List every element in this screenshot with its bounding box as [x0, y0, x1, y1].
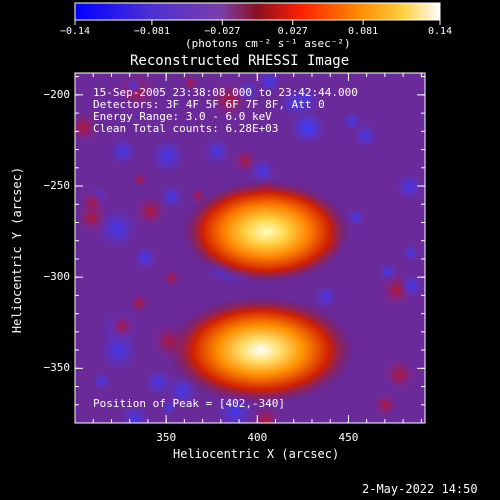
background-texture	[132, 245, 158, 271]
background-texture	[314, 284, 338, 309]
chart-title: Reconstructed RHESSI Image	[130, 53, 350, 69]
background-texture	[149, 137, 186, 175]
y-tick-label: −250	[43, 179, 71, 193]
plot-frame	[74, 72, 426, 424]
background-texture	[203, 137, 231, 165]
colorbar-tick-label: −0.081	[133, 26, 170, 37]
background-texture	[256, 73, 282, 94]
background-texture	[92, 372, 112, 391]
heatmap-image	[75, 73, 425, 423]
background-texture	[346, 208, 366, 227]
y-axis-label: Heliocentric Y (arcsec)	[10, 166, 24, 334]
colorbar-tick-label: 0.027	[277, 26, 308, 37]
background-texture	[398, 273, 425, 299]
background-texture	[402, 244, 420, 262]
x-axis-label: Heliocentric X (arcsec)	[173, 447, 340, 461]
background-texture	[352, 122, 379, 149]
background-texture	[108, 137, 137, 166]
background-texture	[132, 193, 168, 229]
y-tick-label: −350	[43, 361, 71, 375]
x-tick-label: 450	[338, 431, 359, 444]
background-texture	[279, 89, 308, 117]
background-texture	[105, 310, 139, 343]
background-texture	[250, 157, 276, 184]
background-texture	[372, 391, 399, 419]
background-texture	[159, 183, 185, 209]
energy-annotation: Energy Range: 3.0 - 6.0 keV	[93, 110, 272, 123]
colorbar-unit-label: (photons cm⁻² s⁻¹ asec⁻²)	[185, 37, 351, 50]
background-texture	[207, 77, 251, 122]
peak-annotation: Position of Peak = [402,-340]	[93, 397, 286, 410]
source-1	[181, 179, 352, 284]
background-texture	[75, 109, 102, 145]
background-texture	[120, 403, 149, 423]
x-tick-label: 350	[156, 431, 177, 444]
background-texture	[288, 109, 324, 145]
background-texture	[78, 187, 108, 217]
colorbar-tick-label: 0.081	[348, 26, 379, 37]
colorbar-tick-label: −0.027	[204, 26, 241, 37]
date-stamp: 2-May-2022 14:50	[362, 482, 478, 496]
background-texture	[181, 73, 200, 92]
background-texture	[380, 355, 418, 393]
axis-ticks	[75, 73, 425, 423]
detectors-annotation: Detectors: 3F 4F 5F 6F 7F 8F, Att 0	[93, 98, 325, 111]
background-texture	[131, 170, 149, 188]
y-tick-label: −300	[43, 270, 71, 284]
colorbar-tick-label: 0.14	[427, 26, 453, 37]
background-texture	[395, 172, 424, 201]
background-texture	[128, 291, 151, 315]
colorbar	[74, 2, 441, 21]
source-2	[165, 295, 356, 406]
time-range-annotation: 15-Sep-2005 23:38:08.000 to 23:42:44.000	[93, 86, 358, 99]
background-texture	[124, 76, 144, 96]
colorbar-ticks	[74, 20, 441, 25]
colorbar-tick-label: −0.14	[59, 26, 91, 37]
x-tick-label: 400	[247, 431, 268, 444]
background-texture	[341, 110, 362, 132]
background-texture	[161, 268, 182, 288]
clean-annotation: Clean Total counts: 6.28E+03	[93, 122, 279, 135]
y-tick-label: −200	[43, 87, 71, 101]
